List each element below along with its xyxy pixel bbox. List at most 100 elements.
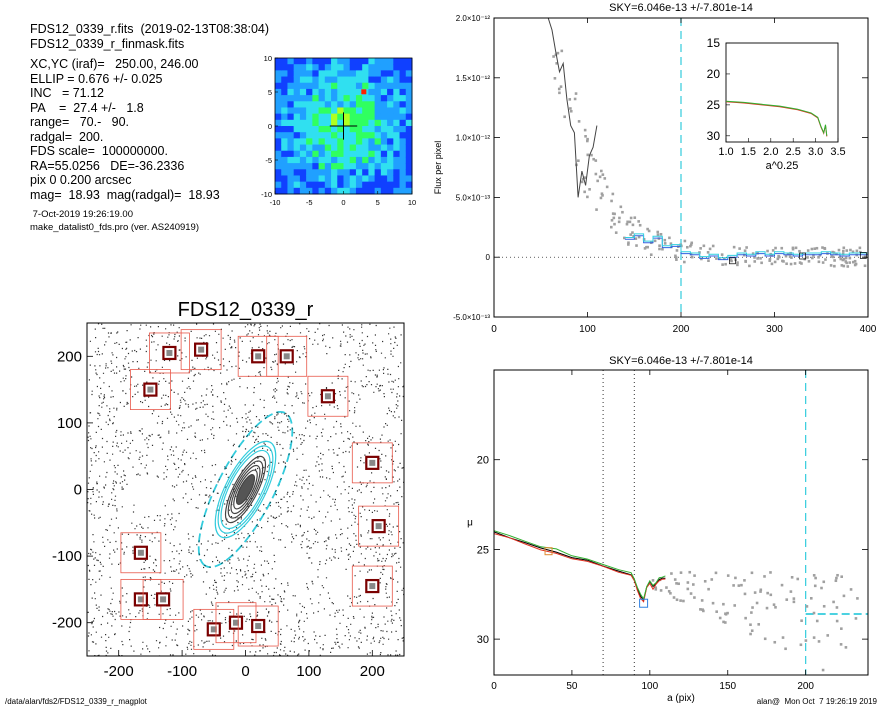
thumbnail-pixel <box>337 76 344 84</box>
flux-marker <box>729 257 736 265</box>
thumbnail-pixel <box>349 132 357 139</box>
y-tick-label: 2.0×10⁻¹² <box>456 14 491 23</box>
flux-point <box>748 264 751 268</box>
thumbnail-pixel <box>343 144 351 152</box>
x-tick-label: 300 <box>766 324 783 335</box>
thumbnail-pixel <box>362 163 369 170</box>
mu-point <box>733 604 737 607</box>
thumbnail-pixel <box>331 88 338 96</box>
thumbnail-pixel <box>399 175 407 183</box>
thumbnail-pixel <box>393 169 401 176</box>
flux-point <box>631 231 634 234</box>
flux-point <box>584 135 587 138</box>
x-tick-label: 200 <box>797 681 814 692</box>
thumbnail-pixel <box>380 82 388 90</box>
thumbnail-pixel <box>349 144 357 152</box>
mu-title: SKY=6.046e-13 +/-7.801e-14 <box>609 355 753 367</box>
thumbnail-pixel <box>399 58 407 65</box>
flux-point <box>599 196 603 200</box>
thumbnail-pixel <box>331 101 338 108</box>
mu-point <box>726 611 729 615</box>
thumbnail-pixel <box>362 187 369 195</box>
thumbnail-pixel <box>343 156 351 164</box>
flux-point <box>558 91 561 95</box>
flux-marker <box>799 252 806 260</box>
thumbnail-pixel <box>331 64 338 71</box>
thumbnail-pixel <box>281 101 288 108</box>
mu-point <box>670 572 673 575</box>
mu-point <box>715 610 718 613</box>
thumbnail-pixel <box>293 76 301 84</box>
star-core <box>255 623 262 630</box>
mu-point <box>769 593 773 597</box>
flux-point <box>610 218 614 222</box>
mu-point <box>769 571 772 574</box>
galaxy-isophote <box>227 460 264 519</box>
flux-point <box>738 247 741 250</box>
thumbnail-pixel <box>337 126 344 133</box>
thumbnail-pixel <box>287 156 295 164</box>
thumbnail-pixel <box>387 107 394 115</box>
thumbnail-pixel <box>380 144 388 152</box>
thumbnail-pixel <box>343 181 351 189</box>
thumbnail-pixel <box>343 88 351 96</box>
thumbnail-pixel <box>355 156 363 164</box>
flux-point <box>577 159 580 163</box>
thumbnail-pixel <box>349 82 357 90</box>
flux-point <box>806 249 810 252</box>
mu-point <box>665 586 668 589</box>
thumbnail-pixel <box>368 187 376 195</box>
thumbnail-pixel <box>299 95 307 102</box>
thumbnail-pixel <box>337 181 344 189</box>
thumbnail-pixel <box>380 70 388 78</box>
thumbnail-pixel <box>275 187 282 195</box>
thumbnail-pixel <box>355 144 363 152</box>
thumbnail-pixel <box>343 138 351 146</box>
thumbnail-pixel <box>331 169 338 176</box>
flux-point <box>580 180 584 184</box>
flux-point <box>637 220 640 223</box>
flux-point <box>785 262 788 266</box>
flux-point <box>668 236 671 240</box>
flux-point <box>553 77 557 80</box>
thumbnail-pixel <box>287 187 295 195</box>
thumbnail-pixel <box>405 82 413 90</box>
flux-point <box>848 256 852 260</box>
mu-point <box>749 623 752 627</box>
mu-point <box>751 606 754 609</box>
thumbnail-pixel <box>343 101 351 108</box>
mu-point <box>726 574 730 577</box>
flux-point <box>711 244 715 248</box>
inset-x-tick-label: 1.5 <box>741 146 756 158</box>
info-line: XC,YC (iraf)= 250.00, 246.00 <box>30 57 199 71</box>
thumbnail-pixel <box>331 132 338 139</box>
flux-point <box>633 216 637 219</box>
thumbnail-pixel <box>318 144 326 152</box>
thumbnail-pixel <box>324 64 332 71</box>
x-tick-label: 5 <box>376 198 380 207</box>
thumbnail-pixel <box>343 95 351 102</box>
flux-point <box>555 62 559 65</box>
thumbnail-pixel <box>393 119 401 127</box>
flux-point <box>698 251 701 254</box>
mu-point <box>840 627 843 630</box>
thumbnail-pixel <box>331 70 338 78</box>
x-tick-label: 100 <box>641 681 658 692</box>
flux-point <box>658 244 661 247</box>
inset-x-tick-label: 2.5 <box>786 146 801 158</box>
star-core <box>369 583 376 590</box>
mu-point <box>817 640 821 643</box>
star-core <box>369 459 376 466</box>
x-tick-label: -100 <box>167 663 197 680</box>
footer-user: alan@ Mon Oct 7 19:26:19 2019 <box>756 697 877 706</box>
mu-point <box>790 576 794 579</box>
thumbnail-pixel <box>349 101 357 108</box>
mu-point <box>699 608 702 611</box>
flux-point <box>720 253 724 256</box>
thumbnail-pixel <box>349 119 357 127</box>
thumbnail-pixel <box>405 181 413 189</box>
thumbnail-pixel <box>287 70 295 78</box>
thumbnail-pixel <box>306 95 313 102</box>
thumbnail-pixel <box>368 138 376 146</box>
mu-point <box>682 599 685 603</box>
